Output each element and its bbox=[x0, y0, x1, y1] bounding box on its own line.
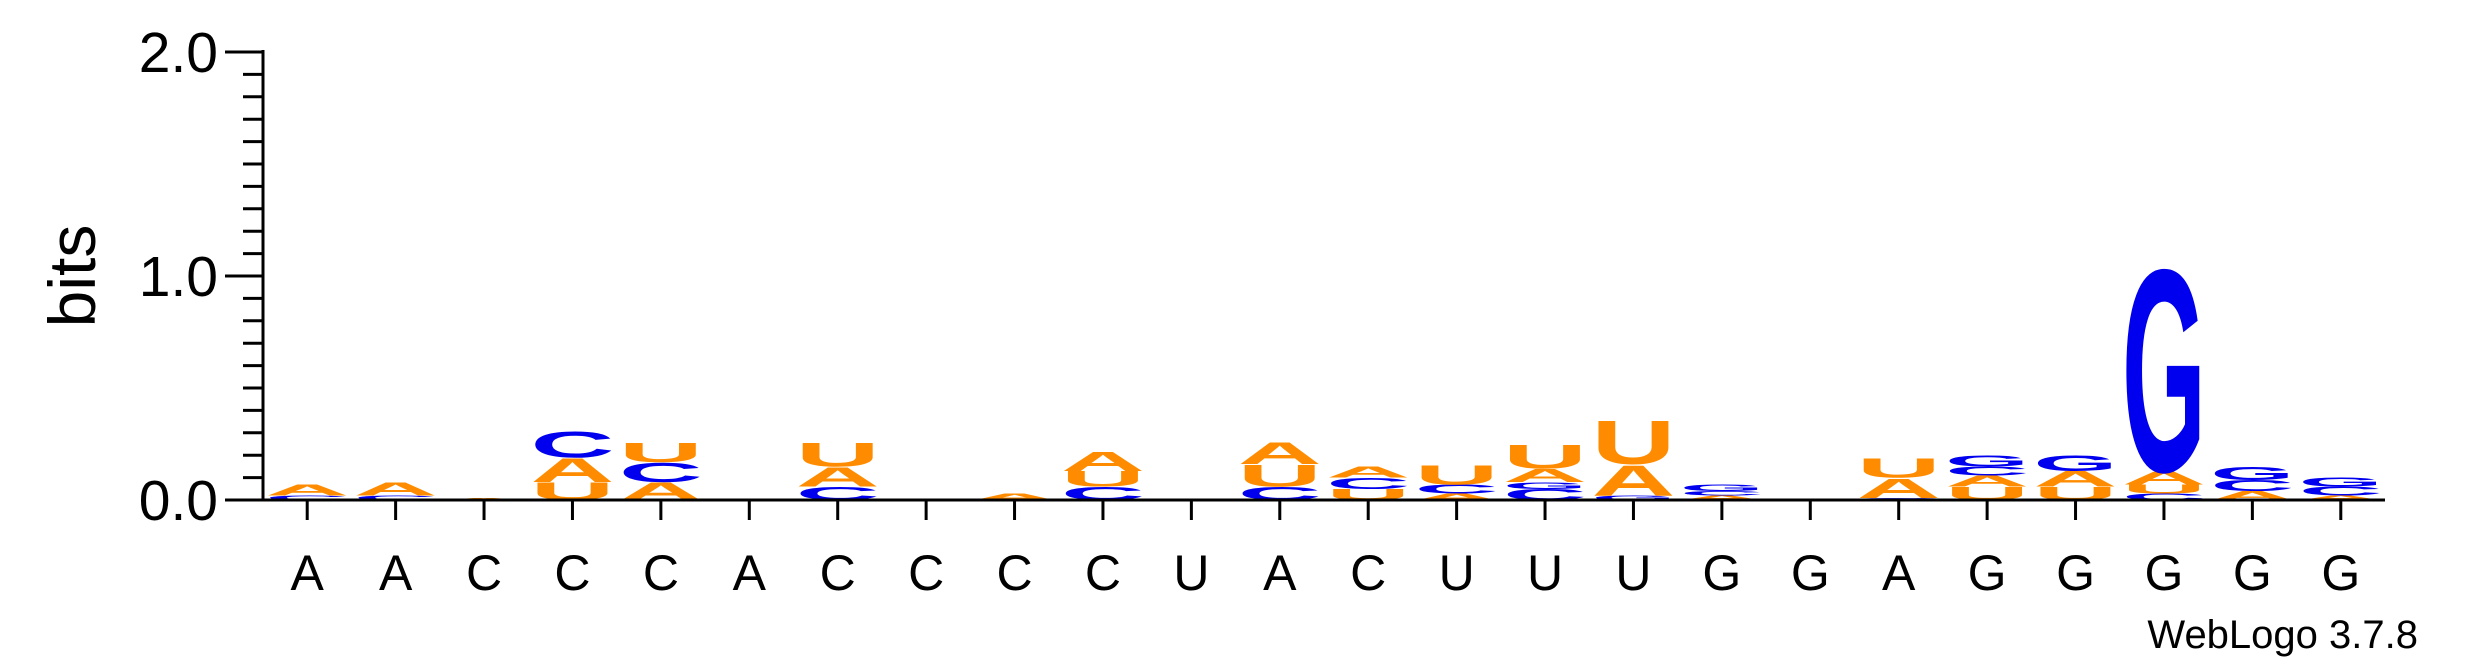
logo-letter-G: G bbox=[1503, 481, 1587, 491]
logo-letter-A: A bbox=[1061, 445, 1145, 476]
logo-letter-G: G bbox=[2122, 210, 2206, 533]
x-tick-label: G bbox=[2321, 545, 2360, 601]
logo-letter-A: A bbox=[2299, 494, 2383, 501]
x-tick-label: A bbox=[379, 545, 413, 601]
x-tick-label: A bbox=[1263, 545, 1297, 601]
logo-letter-A: A bbox=[265, 481, 349, 498]
logo-letter-A: A bbox=[1945, 472, 2029, 489]
logo-letter-A: A bbox=[796, 461, 880, 492]
x-tick-label: U bbox=[1615, 545, 1651, 601]
logo-stack: ACU bbox=[619, 436, 703, 505]
logo-letter-C: C bbox=[530, 424, 614, 465]
logo-letter-A: A bbox=[1238, 436, 1322, 471]
logo-stack: UAG bbox=[2034, 451, 2118, 504]
x-tick-label: A bbox=[1882, 545, 1916, 601]
letter-stacks: CACAAUACACUCAUACUACUAUCAACUCGAUGAUACGCAU… bbox=[265, 210, 2383, 533]
logo-letter-C: C bbox=[619, 457, 703, 488]
logo-letter-C: C bbox=[1326, 475, 1410, 492]
logo-stack: ACG bbox=[2210, 463, 2294, 502]
logo-letter-U: U bbox=[1061, 467, 1145, 491]
logo-letter-U: U bbox=[1238, 459, 1322, 494]
logo-stack: CUA bbox=[1061, 445, 1145, 504]
logo-letter-U: U bbox=[1503, 438, 1587, 476]
logo-stack: CA bbox=[354, 479, 438, 502]
x-tick-label: G bbox=[1791, 545, 1830, 601]
logo-stack: GAU bbox=[1591, 408, 1675, 505]
logo-stack: ACU bbox=[1415, 459, 1499, 502]
logo-letter-A: A bbox=[1857, 472, 1941, 503]
logo-stack: CAU bbox=[1857, 452, 1941, 504]
logo-letter-A: A bbox=[1326, 464, 1410, 481]
logo-letter-C: C bbox=[1945, 464, 2029, 478]
x-tick-label: U bbox=[1439, 545, 1475, 601]
logo-stack: CA bbox=[265, 481, 349, 501]
y-axis: 0.0 1.0 2.0 bbox=[139, 21, 265, 533]
x-tick-label: A bbox=[733, 545, 767, 601]
x-tick-label: G bbox=[2145, 545, 2184, 601]
logo-letter-A: A bbox=[2034, 467, 2118, 491]
y-tick-label: 1.0 bbox=[139, 245, 218, 309]
logo-letter-U: U bbox=[1857, 452, 1941, 483]
logo-letter-G: G bbox=[1945, 452, 2029, 469]
y-axis-title: bits bbox=[35, 225, 109, 328]
logo-letter-U: U bbox=[1415, 459, 1499, 490]
logo-stack: ACG bbox=[1680, 483, 1764, 502]
x-tick-label: G bbox=[1702, 545, 1741, 601]
logo-letter-G: G bbox=[2034, 451, 2118, 476]
logo-letter-A: A bbox=[1591, 456, 1675, 505]
logo-letter-C: C bbox=[354, 494, 438, 501]
logo-letter-C: C bbox=[2210, 477, 2294, 494]
logo-letter-A: A bbox=[1680, 494, 1764, 501]
y-axis-label: bits bbox=[35, 225, 109, 328]
x-tick-label: C bbox=[466, 545, 502, 601]
logo-stack: A bbox=[973, 492, 1057, 502]
x-tick-label: C bbox=[820, 545, 856, 601]
logo-letter-A: A bbox=[1503, 465, 1587, 486]
logo-letter-C: C bbox=[2299, 484, 2383, 498]
logo-stack: CAU bbox=[796, 436, 880, 504]
y-tick-label: 0.0 bbox=[139, 469, 218, 533]
logo-letter-A: A bbox=[354, 479, 438, 500]
x-tick-label: C bbox=[908, 545, 944, 601]
x-tick-label: G bbox=[2233, 545, 2272, 601]
x-tick-label: C bbox=[643, 545, 679, 601]
logo-letter-C: C bbox=[1680, 490, 1764, 497]
x-tick-label: C bbox=[554, 545, 590, 601]
y-tick-label: 2.0 bbox=[139, 21, 218, 85]
logo-letter-G: G bbox=[2210, 463, 2294, 484]
logo-letter-G: G bbox=[1680, 483, 1764, 493]
logo-stack: ACG bbox=[2299, 475, 2383, 501]
logo-stack: CUA bbox=[1238, 436, 1322, 504]
logo-letter-C: C bbox=[265, 494, 349, 501]
logo-letter-A: A bbox=[973, 492, 1057, 502]
logo-letter-C: C bbox=[1415, 482, 1499, 496]
logo-letter-U: U bbox=[2122, 482, 2206, 496]
logo-stack: UCA bbox=[1326, 464, 1410, 504]
x-tick-label: U bbox=[1527, 545, 1563, 601]
x-tick-label: C bbox=[1085, 545, 1121, 601]
logo-letter-G: G bbox=[2299, 475, 2383, 489]
logo-letter-U: U bbox=[619, 436, 703, 467]
logo-letter-A: A bbox=[1415, 492, 1499, 502]
x-tick-label: G bbox=[1968, 545, 2007, 601]
x-tick-label: G bbox=[2056, 545, 2095, 601]
logo-letter-A: A bbox=[530, 451, 614, 489]
logo-letter-C: C bbox=[2122, 492, 2206, 502]
x-tick-label: C bbox=[1350, 545, 1386, 601]
x-tick-label: A bbox=[291, 545, 325, 601]
logo-letter-G: G bbox=[1591, 494, 1675, 501]
logo-letter-A: A bbox=[2122, 468, 2206, 489]
x-tick-label: C bbox=[996, 545, 1032, 601]
logo-letter-U: U bbox=[1591, 408, 1675, 477]
x-tick-label: U bbox=[1173, 545, 1209, 601]
logo-letter-U: U bbox=[796, 436, 880, 474]
weblogo-credit: WebLogo 3.7.8 bbox=[2147, 613, 2418, 657]
logo-stack: UAC bbox=[530, 424, 614, 505]
